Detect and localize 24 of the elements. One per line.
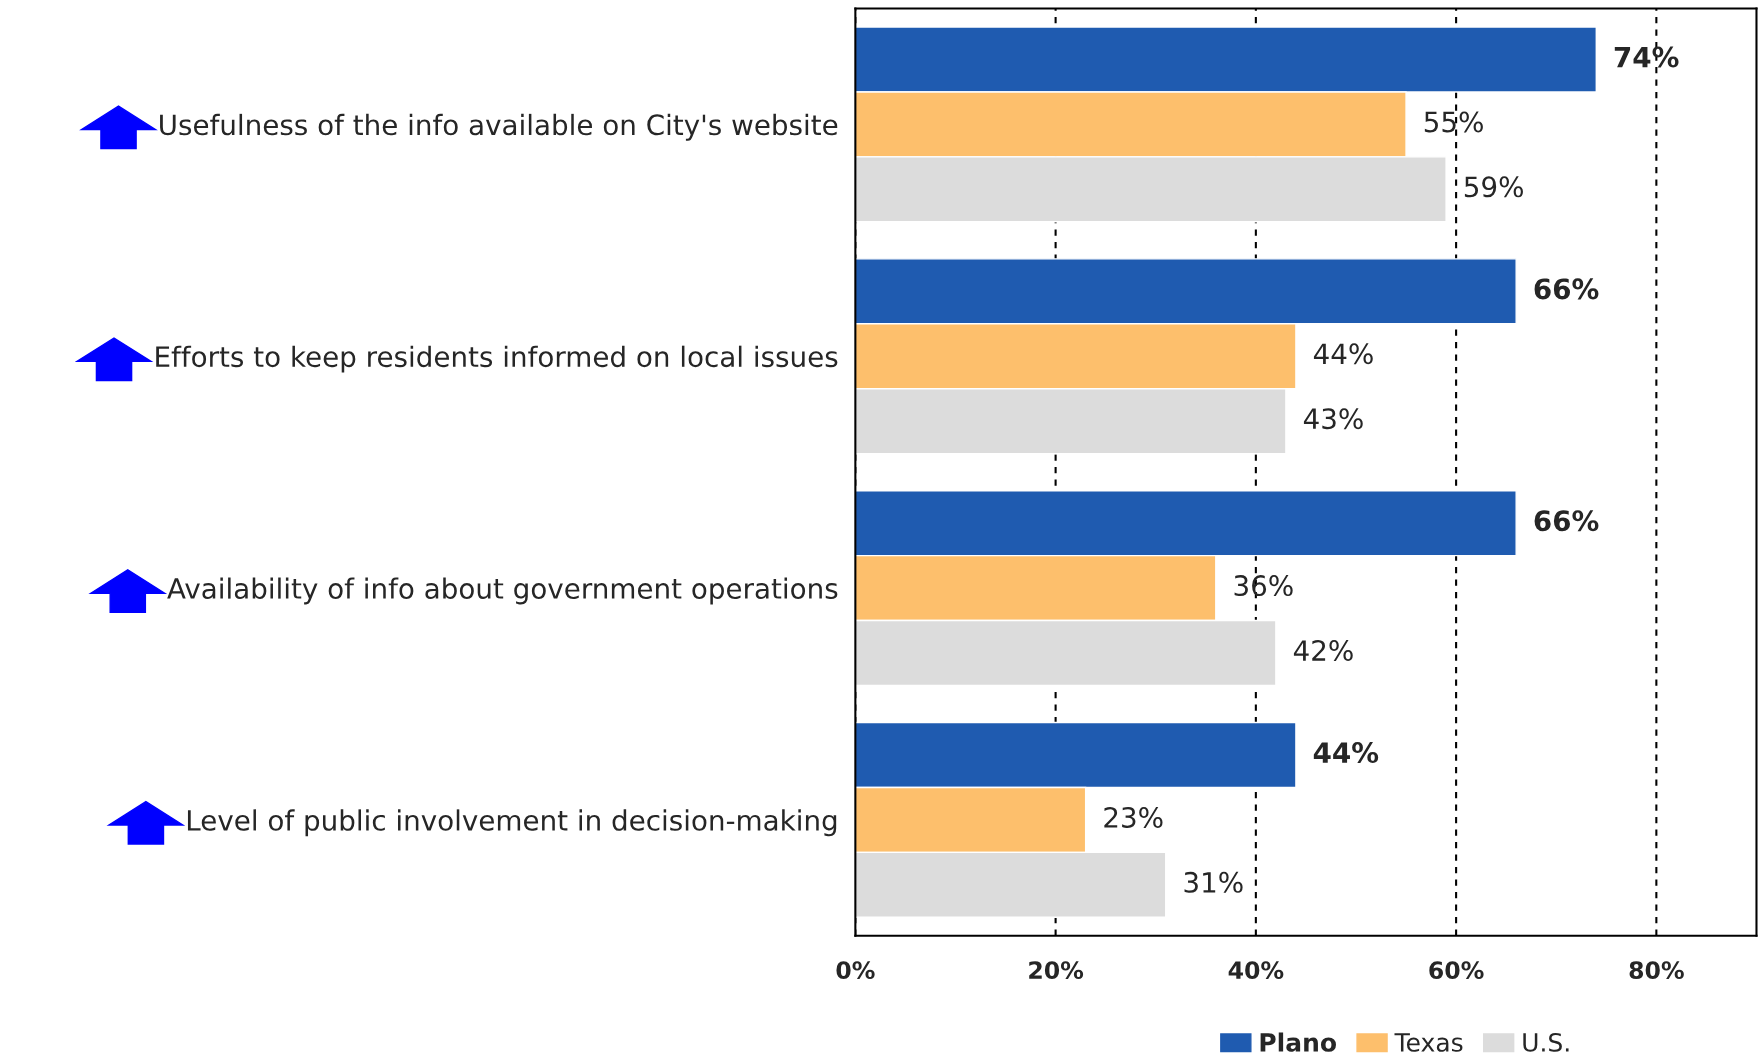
data-label: 42% xyxy=(1293,640,1353,662)
data-label: 66% xyxy=(1534,278,1599,300)
data-label: 31% xyxy=(1184,871,1243,893)
x-tick-label: 80% xyxy=(1629,961,1684,980)
x-tick-label: 20% xyxy=(1029,961,1084,980)
data-label: 23% xyxy=(1104,806,1163,828)
legend-label: U.S. xyxy=(1523,1032,1569,1052)
data-label: 44% xyxy=(1313,343,1373,365)
y-tick-label: Level of public involvement in decision-making xyxy=(187,809,837,837)
legend-label: Texas xyxy=(1394,1033,1463,1052)
y-tick-label: Efforts to keep residents informed on local issues xyxy=(156,345,838,373)
x-tick-label: 40% xyxy=(1228,961,1284,980)
data-label: 55% xyxy=(1424,111,1483,133)
x-tick-label: 60% xyxy=(1429,961,1484,980)
data-label: 66% xyxy=(1534,510,1599,532)
x-tick-label: 0% xyxy=(836,961,875,980)
data-label: 43% xyxy=(1303,408,1363,430)
y-tick-label: Availability of info about government operations xyxy=(167,577,838,605)
data-label: 36% xyxy=(1234,575,1293,597)
y-tick-label: Usefulness of the info available on City's website xyxy=(160,113,838,141)
legend-label: Plano xyxy=(1260,1032,1336,1052)
data-label: 59% xyxy=(1464,176,1523,198)
data-label: 74% xyxy=(1614,46,1679,68)
data-label: 44% xyxy=(1313,742,1379,764)
